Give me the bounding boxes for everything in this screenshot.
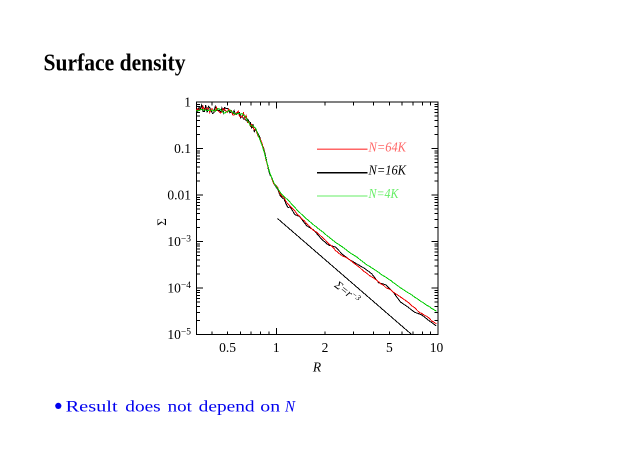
svg-text:N: N bbox=[284, 399, 296, 416]
svg-text:N=4K: N=4K bbox=[368, 187, 399, 202]
svg-text:0.5: 0.5 bbox=[219, 340, 236, 355]
svg-text:R: R bbox=[312, 360, 322, 375]
svg-text:10: 10 bbox=[430, 340, 444, 355]
svg-text:0.1: 0.1 bbox=[174, 141, 191, 156]
svg-text:Σ: Σ bbox=[154, 218, 169, 226]
svg-text:depend: depend bbox=[199, 399, 255, 416]
svg-text:5: 5 bbox=[386, 340, 393, 355]
svg-text:2: 2 bbox=[322, 340, 329, 355]
svg-text:N=64K: N=64K bbox=[368, 140, 407, 155]
svg-text:1: 1 bbox=[184, 95, 191, 110]
svg-text:Surface density: Surface density bbox=[44, 51, 186, 77]
svg-text:N=16K: N=16K bbox=[368, 164, 407, 179]
svg-text:does: does bbox=[125, 399, 160, 416]
svg-text:0.01: 0.01 bbox=[167, 188, 191, 203]
svg-text:on: on bbox=[260, 399, 280, 416]
svg-text:not: not bbox=[168, 399, 193, 416]
svg-text:Result: Result bbox=[66, 399, 119, 416]
svg-text:1: 1 bbox=[273, 340, 280, 355]
